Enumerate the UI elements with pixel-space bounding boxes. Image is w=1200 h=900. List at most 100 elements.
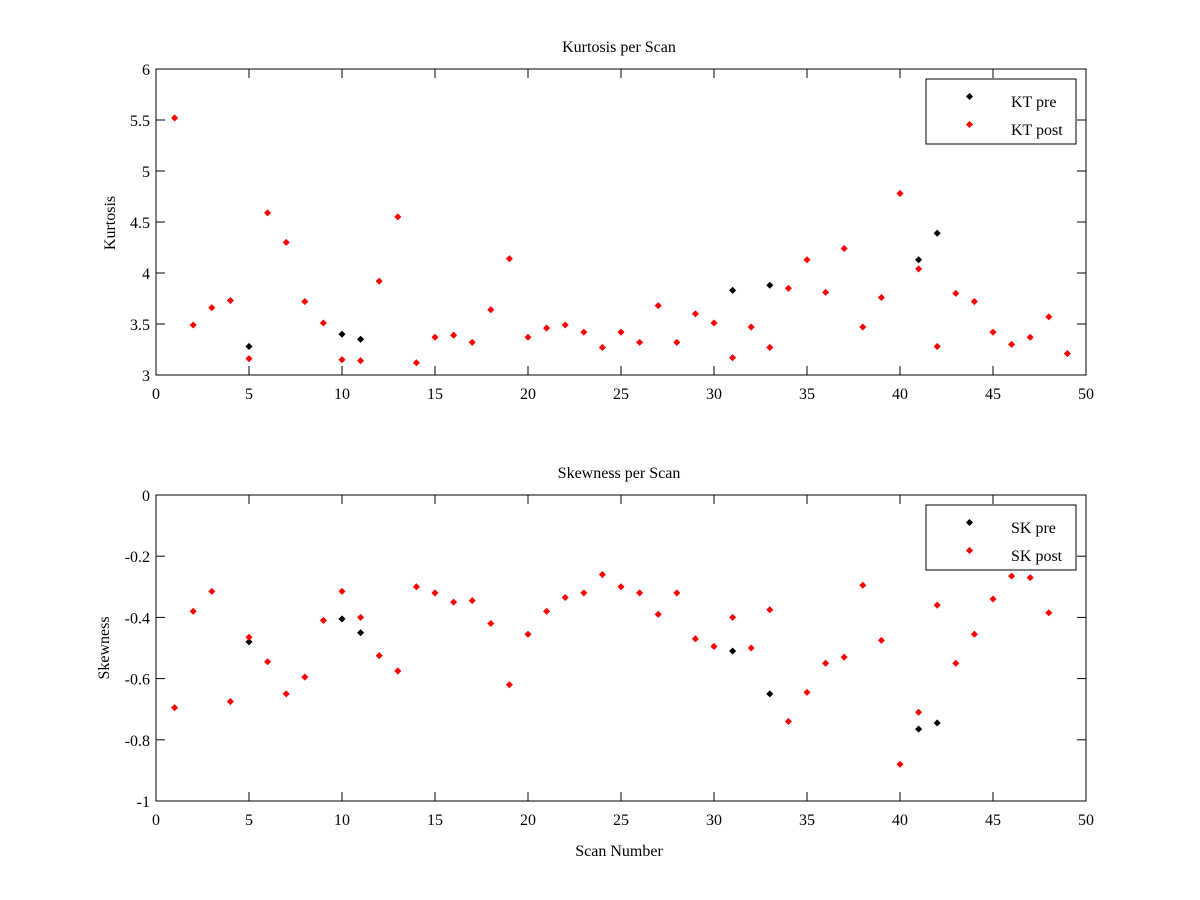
- kurtosis-pre-point: [729, 286, 737, 294]
- skewness-post-point: [301, 673, 309, 681]
- skewness-post-point: [989, 595, 997, 603]
- skewness-x-tick-label: 40: [892, 812, 908, 829]
- skewness-post-point: [673, 589, 681, 597]
- kurtosis-y-tick-label: 4.5: [130, 215, 150, 232]
- kurtosis-y-tick-label: 3: [142, 368, 150, 385]
- kurtosis-post-point: [561, 321, 569, 329]
- skewness-plot-frame: [155, 494, 1087, 802]
- kurtosis-marks: 0 5 10 15 20 25 30 35 40 45 50 3 3.5 4 4.5 5 5.5 6: [130, 62, 1094, 403]
- kurtosis-post-point: [394, 213, 402, 221]
- kurtosis-post-point: [952, 289, 960, 297]
- kurtosis-post-point: [487, 306, 495, 314]
- kurtosis-legend-box: [925, 78, 1077, 145]
- skewness-y-tick-label: 0: [142, 488, 150, 505]
- kurtosis-post-point: [505, 255, 513, 263]
- kurtosis-post-point: [412, 359, 420, 367]
- kurtosis-post-point: [710, 319, 718, 327]
- kurtosis-post-point: [859, 323, 867, 331]
- kurtosis-x-tick-label: 10: [334, 386, 350, 403]
- skewness-pre-point: [933, 719, 941, 727]
- kurtosis-legend-marker-pre: [965, 92, 974, 101]
- kurtosis-y-tick-label: 4: [142, 266, 150, 283]
- kurtosis-post-point: [691, 310, 699, 318]
- skewness-x-tick-label: 5: [245, 812, 253, 829]
- kurtosis-legend-label-pre: KT pre: [1011, 94, 1056, 111]
- kurtosis-post-point: [543, 324, 551, 332]
- kurtosis-post-point: [282, 238, 290, 246]
- kurtosis-post-point: [468, 338, 476, 346]
- skewness-x-axis-label: Scan Number: [575, 843, 663, 860]
- skewness-pre-point: [357, 629, 365, 637]
- skewness-x-tick-label: 30: [706, 812, 722, 829]
- kurtosis-x-tick-label: 25: [613, 386, 629, 403]
- kurtosis-post-point: [840, 244, 848, 253]
- kurtosis-legend-marker-post: [965, 120, 974, 129]
- skewness-post-point: [915, 708, 923, 716]
- skewness-post-point: [319, 616, 327, 624]
- kurtosis-x-tick-label: 30: [706, 386, 722, 403]
- skewness-legend-marker-post: [965, 546, 974, 555]
- skewness-axes: Skewness per Scan Skewness Scan Number 0…: [96, 465, 1094, 860]
- skewness-post-point: [877, 636, 885, 644]
- kurtosis-post-point: [784, 284, 792, 292]
- kurtosis-post-point: [766, 343, 774, 351]
- kurtosis-post-point: [654, 302, 662, 310]
- kurtosis-chart-title: Kurtosis per Scan: [562, 39, 676, 56]
- skewness-post-point: [784, 717, 792, 725]
- kurtosis-post-point: [580, 328, 588, 336]
- kurtosis-post-point: [431, 333, 439, 341]
- kurtosis-post-point: [822, 288, 830, 296]
- kurtosis-post-point: [747, 323, 755, 331]
- skewness-legend: SK pre SK post: [925, 504, 1077, 571]
- kurtosis-x-tick-label: 45: [985, 386, 1001, 403]
- skewness-pre-point: [245, 638, 253, 646]
- skewness-post-point: [412, 583, 420, 591]
- skewness-post-point: [952, 659, 960, 667]
- kurtosis-post-point: [803, 256, 811, 264]
- skewness-post-point: [561, 593, 569, 602]
- kurtosis-post-point: [264, 209, 272, 217]
- skewness-post-point: [747, 644, 755, 652]
- kurtosis-axes: Kurtosis per Scan Kurtosis 0 5 10 15 20 25 30 3…: [102, 39, 1094, 403]
- skewness-post-point: [505, 681, 513, 689]
- kurtosis-post-point: [301, 298, 309, 306]
- kurtosis-pre-point: [933, 229, 941, 237]
- kurtosis-x-tick-label: 0: [152, 386, 160, 403]
- skewness-post-point: [840, 653, 848, 661]
- kurtosis-plot-frame: [155, 68, 1087, 376]
- skewness-post-point: [617, 583, 625, 591]
- kurtosis-post-point: [673, 338, 681, 346]
- skewness-chart-title: Skewness per Scan: [558, 465, 681, 482]
- kurtosis-post-point: [319, 319, 327, 327]
- skewness-post-point: [171, 704, 179, 712]
- kurtosis-post-point: [524, 333, 532, 341]
- skewness-post-point: [691, 635, 699, 643]
- skewness-pre-point: [766, 690, 774, 698]
- skewness-post-point: [822, 659, 830, 667]
- skewness-post-point: [598, 571, 606, 579]
- skewness-pre-point: [729, 647, 737, 655]
- kurtosis-x-tick-label: 20: [520, 386, 536, 403]
- skewness-pre-point: [338, 615, 346, 623]
- kurtosis-pre-point: [766, 281, 774, 289]
- kurtosis-y-tick-label: 5: [142, 164, 150, 181]
- skewness-x-tick-label: 10: [334, 812, 350, 829]
- skewness-post-point: [896, 760, 904, 768]
- skewness-legend-label-post: SK post: [1011, 548, 1063, 565]
- skewness-post-point: [710, 642, 718, 651]
- skewness-x-tick-label: 15: [427, 812, 443, 829]
- skewness-post-point: [264, 658, 272, 666]
- skewness-post-point: [245, 633, 253, 641]
- kurtosis-post-point: [933, 342, 941, 350]
- skewness-post-point: [208, 587, 216, 595]
- skewness-legend-marker-pre: [965, 518, 974, 527]
- kurtosis-post-point: [375, 277, 383, 285]
- skewness-legend-label-pre: SK pre: [1011, 520, 1056, 537]
- kurtosis-x-tick-label: 40: [892, 386, 908, 403]
- skewness-post-point: [431, 589, 439, 597]
- kurtosis-pre-point: [357, 335, 365, 343]
- skewness-x-tick-label: 45: [985, 812, 1001, 829]
- skewness-post-point: [970, 630, 978, 638]
- skewness-x-tick-label: 35: [799, 812, 815, 829]
